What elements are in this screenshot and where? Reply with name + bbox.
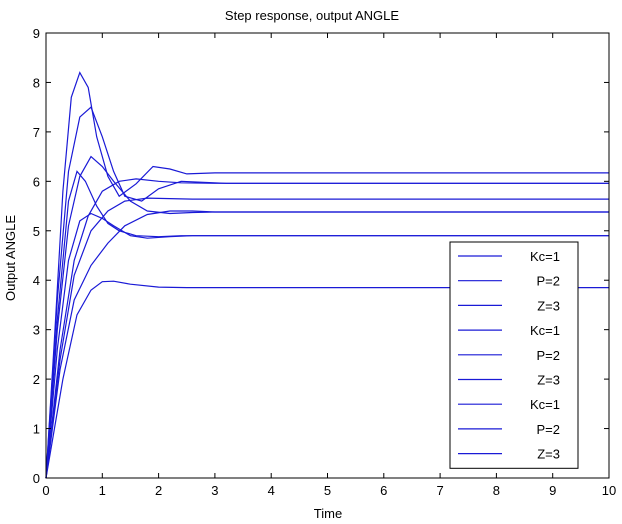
legend-label: Z=3 [537,447,560,462]
y-tick-label: 4 [33,273,40,288]
series-line-8 [45,106,609,479]
legend: Kc=1 P=2 Z=3 Kc=1 P=2 Z=3 Kc=1 P=2 Z=3 [449,241,579,469]
legend-label: Kc=1 [530,323,560,338]
series-line-2 [45,210,609,479]
series-layer [45,71,609,479]
legend-label: Kc=1 [530,249,560,264]
x-tick-label: 10 [602,483,616,498]
legend-label: P=2 [537,274,561,289]
y-tick-label: 8 [33,75,40,90]
y-axis-label: Output ANGLE [3,215,18,301]
x-axis-label: Time [314,506,342,521]
x-tick-label: 3 [211,483,218,498]
y-tick-label: 9 [33,26,40,41]
series-line-4 [45,178,609,479]
y-tick-label: 1 [33,422,40,437]
series-line-3 [45,197,609,479]
x-tick-label: 4 [268,483,275,498]
x-tick-label: 0 [42,483,49,498]
series-line-7 [45,170,609,479]
x-tick-label: 7 [436,483,443,498]
series-line-9 [45,71,609,479]
x-tick-label: 1 [99,483,106,498]
ticks-layer: 0 1 2 3 4 5 6 7 8 9 10 0 1 2 3 4 5 6 7 8 9 [33,26,616,498]
series-line-1 [45,280,609,479]
chart-title: Step response, output ANGLE [225,8,399,23]
x-tick-label: 9 [549,483,556,498]
legend-label: Kc=1 [530,397,560,412]
y-tick-label: 0 [33,471,40,486]
y-tick-label: 3 [33,323,40,338]
y-tick-label: 7 [33,125,40,140]
x-tick-label: 6 [380,483,387,498]
y-tick-label: 6 [33,174,40,189]
y-tick-label: 2 [33,372,40,387]
legend-label: P=2 [537,422,561,437]
legend-label: Z=3 [537,373,560,388]
y-tick-label: 5 [33,224,40,239]
x-tick-label: 2 [155,483,162,498]
x-tick-label: 5 [324,483,331,498]
legend-label: P=2 [537,348,561,363]
legend-label: Z=3 [537,298,560,313]
x-tick-label: 8 [493,483,500,498]
series-line-6 [45,155,609,479]
